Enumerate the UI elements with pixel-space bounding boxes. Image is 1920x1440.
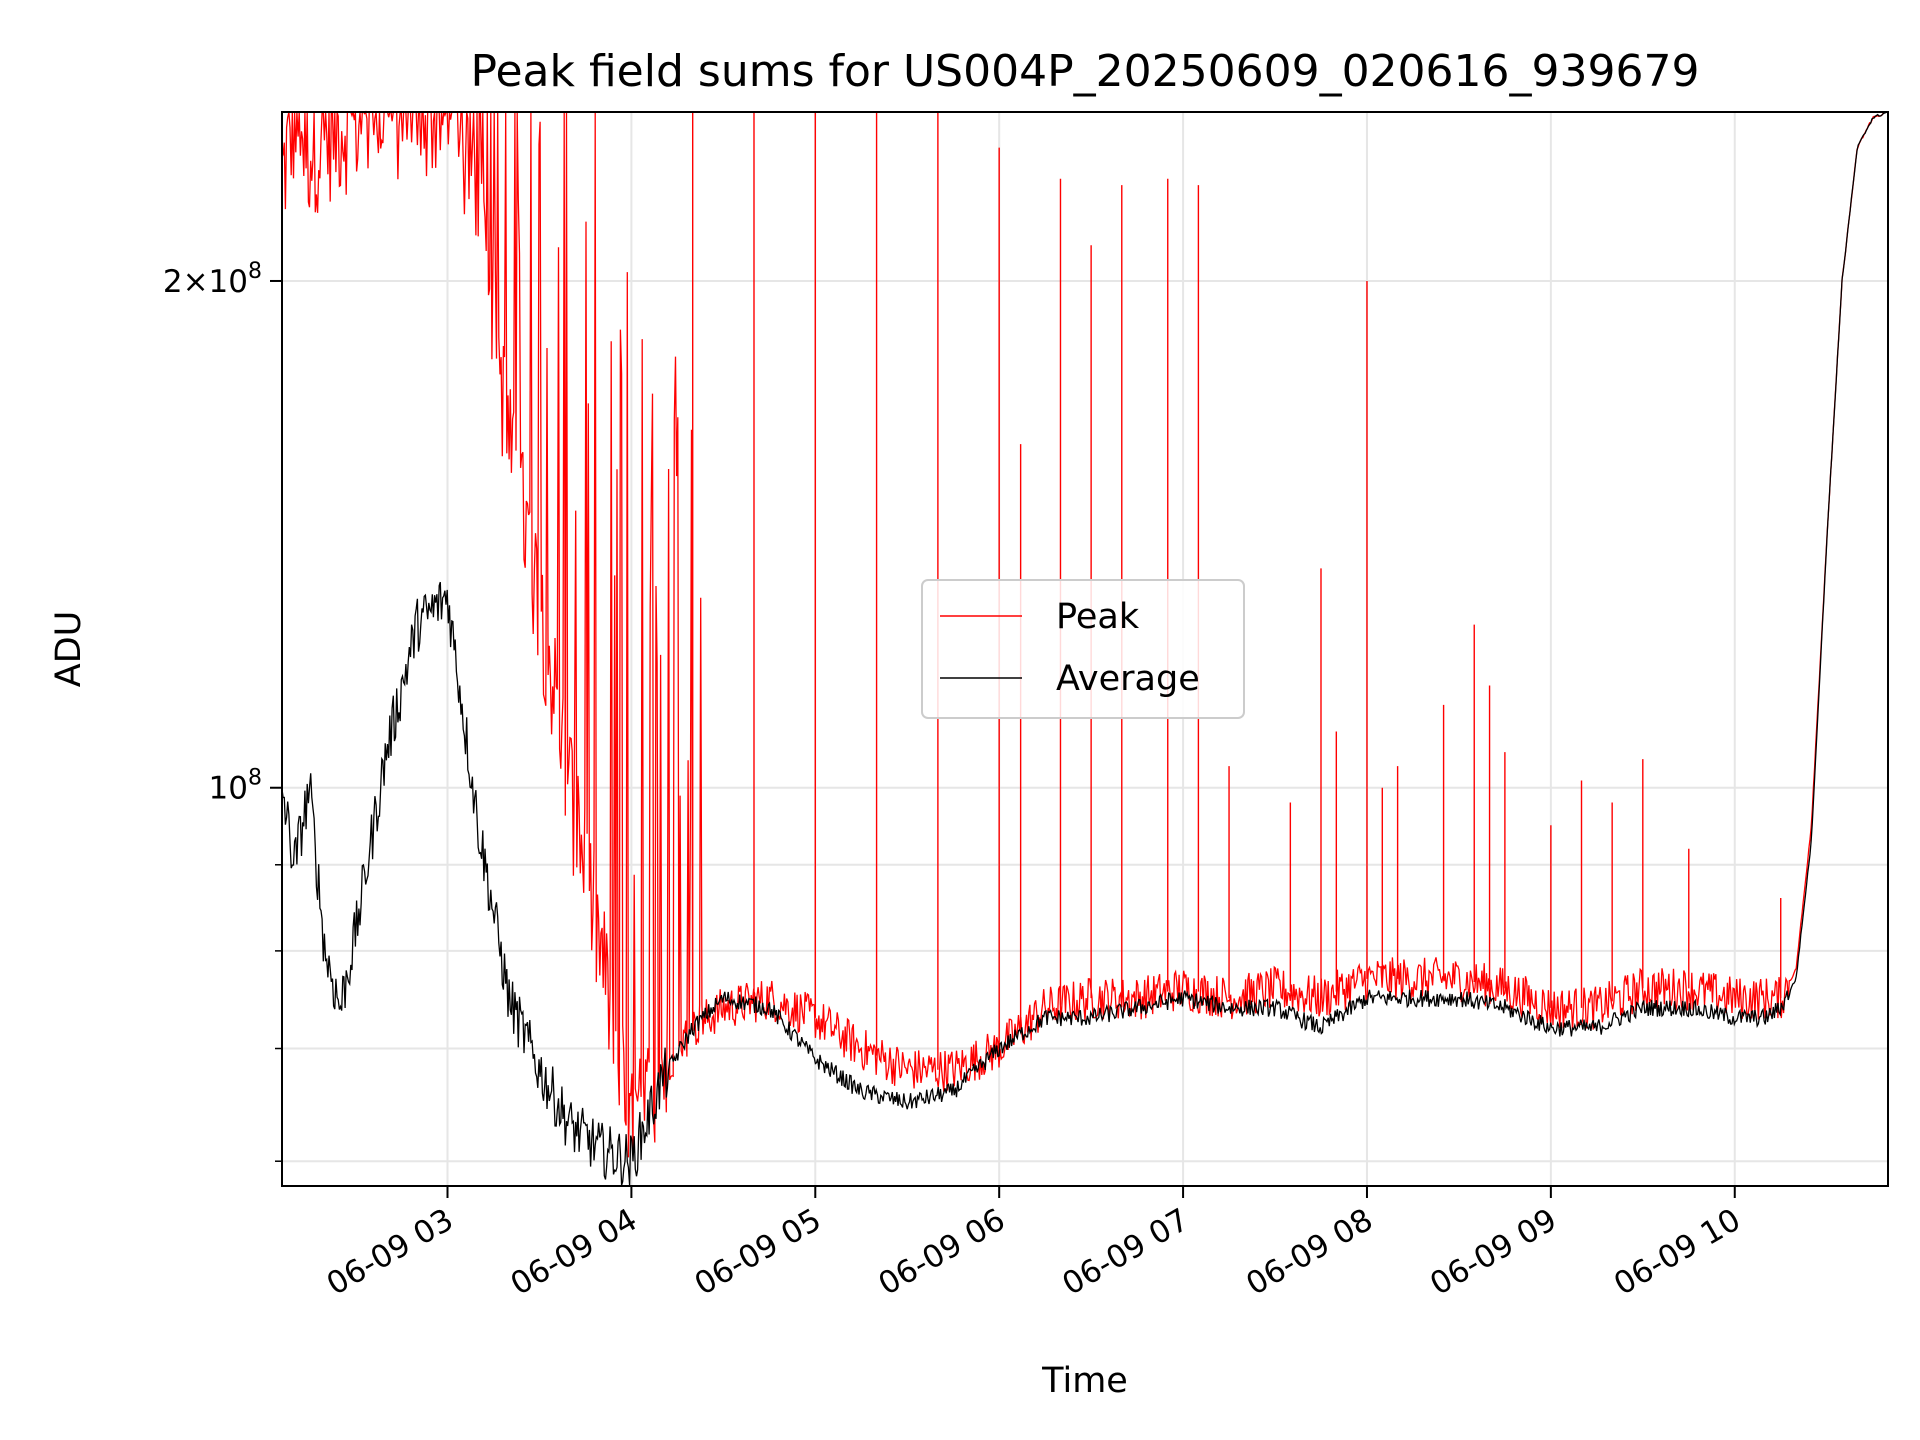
- y-tick-label: 2×108: [163, 259, 262, 300]
- y-axis: 2×108 108: [163, 259, 282, 1162]
- x-axis-label: Time: [1041, 1361, 1128, 1401]
- chart-title: Peak field sums for US004P_20250609_0206…: [471, 46, 1700, 97]
- x-tick-label: 06-09 07: [1056, 1202, 1195, 1303]
- plot-frame: [281, 111, 1889, 1187]
- series-line-average: [281, 111, 1889, 1186]
- y-axis-label: ADU: [49, 611, 89, 688]
- x-tick-label: 06-09 03: [321, 1202, 460, 1303]
- legend-label-average: Average: [1056, 659, 1200, 699]
- x-tick-label: 06-09 08: [1240, 1202, 1379, 1303]
- legend: Peak Average: [921, 579, 1245, 719]
- y-tick-label: 108: [209, 766, 262, 807]
- x-tick-label: 06-09 06: [872, 1202, 1011, 1303]
- x-axis: 06-09 03 06-09 04 06-09 05 06-09 06 06-09 07…: [321, 1186, 1747, 1303]
- x-tick-label: 06-09 04: [505, 1202, 644, 1303]
- legend-box: [921, 579, 1245, 719]
- x-tick-label: 06-09 05: [689, 1202, 828, 1303]
- x-tick-label: 06-09 09: [1424, 1202, 1563, 1303]
- legend-label-peak: Peak: [1056, 597, 1140, 637]
- x-tick-label: 06-09 10: [1608, 1202, 1747, 1303]
